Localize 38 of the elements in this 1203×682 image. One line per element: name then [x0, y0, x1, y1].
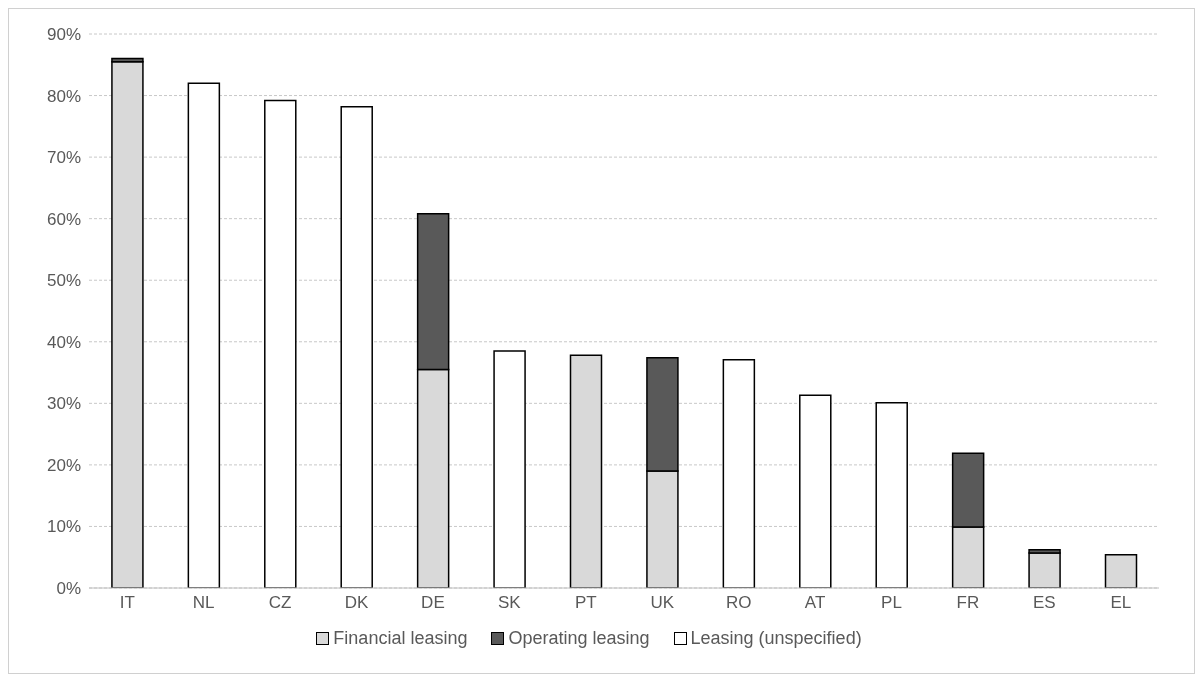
legend-label: Operating leasing: [508, 628, 650, 649]
legend-label: Financial leasing: [333, 628, 468, 649]
bar: [340, 105, 373, 588]
bar: [264, 99, 297, 588]
x-tick-label: NL: [192, 593, 215, 613]
y-tick-label: 30%: [46, 394, 81, 414]
bar: [875, 401, 908, 588]
bar: [111, 60, 144, 588]
y-tick-label: 50%: [46, 271, 81, 291]
x-tick-label: CZ: [268, 593, 292, 613]
x-tick-label: RO: [725, 593, 752, 613]
x-tick-label: ES: [1033, 593, 1056, 613]
legend-label: Leasing (unspecified): [690, 628, 862, 649]
y-tick-label: 60%: [46, 209, 81, 229]
bar: [569, 354, 603, 588]
x-tick-label: PT: [574, 593, 597, 613]
bar: [493, 350, 526, 588]
x-tick-label: DE: [421, 593, 445, 613]
x-tick-label: EL: [1110, 593, 1132, 613]
x-tick-label: FR: [956, 593, 980, 613]
x-tick-label: PL: [881, 593, 902, 613]
bar: [1104, 554, 1138, 588]
x-tick-label: DK: [344, 593, 369, 613]
bar: [799, 394, 832, 588]
x-tick-label: AT: [804, 593, 826, 613]
y-tick-label: 90%: [46, 25, 81, 45]
x-tick-label: UK: [650, 593, 675, 613]
bar: [187, 82, 221, 588]
x-tick-label: SK: [498, 593, 522, 613]
bar: [722, 358, 756, 588]
y-tick-label: 10%: [46, 517, 81, 537]
y-tick-label: 80%: [46, 86, 81, 106]
y-tick-label: 70%: [46, 148, 81, 168]
y-tick-label: 40%: [46, 332, 81, 352]
x-tick-label: IT: [119, 593, 135, 613]
y-tick-label: 0%: [56, 579, 81, 599]
bar: [1028, 552, 1061, 588]
y-tick-label: 20%: [46, 455, 81, 475]
